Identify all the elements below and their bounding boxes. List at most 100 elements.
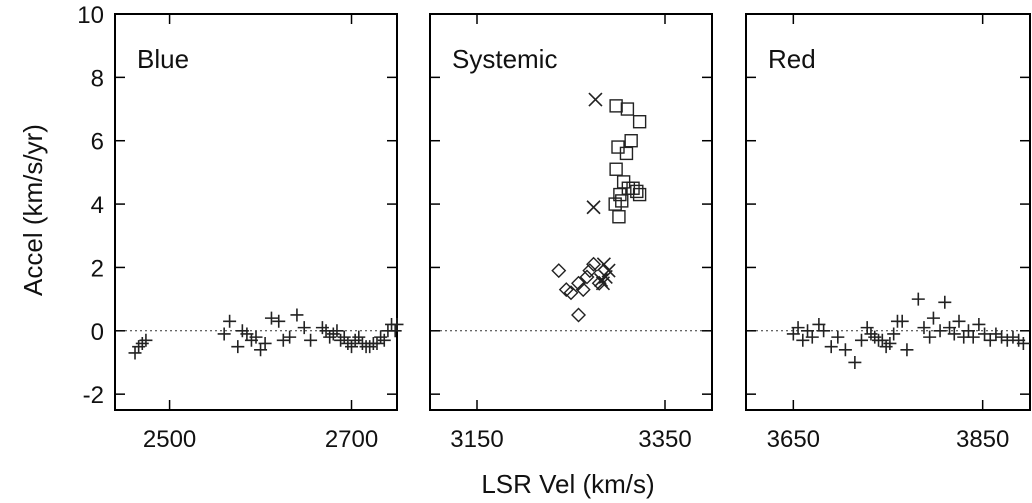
data-point-plus	[297, 321, 311, 335]
data-point-plus	[791, 321, 805, 335]
data-point-plus	[831, 330, 845, 344]
y-tick-label: 10	[77, 2, 104, 29]
data-point-plus	[796, 333, 810, 347]
data-point-plus	[817, 324, 831, 338]
data-point-plus	[272, 314, 286, 328]
data-point-square	[609, 162, 623, 176]
data-point-diamond	[582, 263, 598, 279]
data-point-plus	[341, 336, 355, 350]
panel-title: Red	[768, 44, 816, 74]
data-point-plus	[132, 340, 146, 354]
data-point-plus	[805, 330, 819, 344]
data-point-plus	[854, 333, 868, 347]
data-point-plus	[337, 330, 351, 344]
data-point-square	[630, 184, 644, 199]
x-tick-label: 3850	[956, 426, 1009, 453]
series-x	[586, 92, 616, 291]
series-square	[608, 99, 647, 224]
data-point-x	[588, 92, 603, 107]
data-point-plus	[363, 340, 377, 354]
data-point-plus	[334, 333, 348, 347]
data-point-diamond	[551, 263, 567, 279]
series-plus	[128, 308, 404, 360]
y-tick-label: 6	[91, 129, 104, 156]
x-tick-label: 3150	[450, 426, 503, 453]
data-point-plus	[370, 336, 384, 350]
data-point-plus	[917, 321, 931, 335]
panel-systemic: 3150 3350 Systemic	[429, 13, 713, 453]
panels-group: 2500 2700 Blue 3150 3350 Systemic 3650 3850 Red	[114, 13, 1031, 453]
data-point-plus	[135, 336, 149, 350]
data-point-plus	[926, 311, 940, 325]
data-point-plus	[1016, 336, 1030, 350]
data-point-plus	[989, 327, 1003, 341]
plot-frame	[429, 13, 713, 411]
data-point-x	[598, 269, 613, 285]
data-point-diamond	[586, 256, 602, 272]
data-point-plus	[390, 317, 404, 331]
data-point-plus	[315, 321, 329, 335]
data-point-plus	[887, 327, 901, 341]
data-point-plus	[972, 317, 986, 331]
data-point-x	[586, 200, 601, 215]
y-tick-label: 8	[91, 65, 104, 92]
data-point-square	[624, 134, 638, 148]
panel-blue: 2500 2700 Blue	[114, 13, 404, 453]
data-point-plus	[933, 324, 947, 338]
data-point-plus	[966, 330, 980, 344]
series-diamond	[551, 256, 607, 323]
data-point-plus	[290, 308, 304, 322]
data-point-plus	[348, 333, 362, 347]
data-point-plus	[283, 330, 297, 344]
plot-frame	[114, 13, 398, 411]
data-point-plus	[374, 330, 388, 344]
data-point-plus	[995, 330, 1009, 344]
data-point-plus	[938, 295, 952, 309]
x-tick-label: 3650	[767, 426, 820, 453]
data-point-square	[620, 102, 635, 116]
data-point-square	[612, 210, 626, 224]
x-tick-label: 2700	[325, 426, 378, 453]
data-point-diamond	[563, 285, 579, 301]
data-point-square	[609, 99, 623, 113]
series-plus	[786, 292, 1030, 369]
data-point-x	[596, 257, 611, 272]
data-point-plus	[128, 346, 142, 360]
data-point-plus	[323, 330, 337, 344]
data-point-plus	[276, 333, 290, 347]
data-point-plus	[377, 333, 391, 347]
data-point-plus	[326, 327, 340, 341]
y-axis-label: Accel (km/s/yr)	[18, 124, 48, 296]
panel-title: Systemic	[452, 44, 557, 74]
data-point-plus	[139, 333, 153, 347]
y-tick-label: -2	[83, 382, 104, 409]
data-point-plus	[947, 327, 961, 341]
data-point-plus	[838, 343, 852, 357]
data-point-plus	[258, 336, 272, 350]
panel-red: 3650 3850 Red	[745, 13, 1031, 453]
data-point-plus	[824, 340, 838, 354]
data-point-plus	[900, 343, 914, 357]
data-point-diamond	[591, 275, 607, 291]
data-point-plus	[911, 292, 925, 306]
data-point-plus	[231, 340, 245, 354]
data-point-plus	[352, 330, 366, 344]
data-point-plus	[895, 314, 909, 328]
data-point-plus	[1000, 333, 1014, 347]
data-point-plus	[304, 333, 318, 347]
data-point-square	[632, 115, 647, 129]
data-point-plus	[249, 330, 263, 344]
data-point-plus	[217, 327, 231, 341]
panel-title: Blue	[137, 44, 189, 74]
data-point-diamond	[575, 282, 591, 298]
y-tick-label: 4	[91, 192, 104, 219]
data-point-square	[632, 187, 647, 202]
data-point-plus	[978, 327, 992, 341]
data-point-plus	[345, 340, 359, 354]
x-axis-label: LSR Vel (km/s)	[481, 469, 654, 499]
data-point-plus	[264, 311, 278, 325]
data-point-plus	[848, 355, 862, 369]
x-tick-label: 2500	[143, 426, 196, 453]
y-tick-label: 0	[91, 319, 104, 346]
